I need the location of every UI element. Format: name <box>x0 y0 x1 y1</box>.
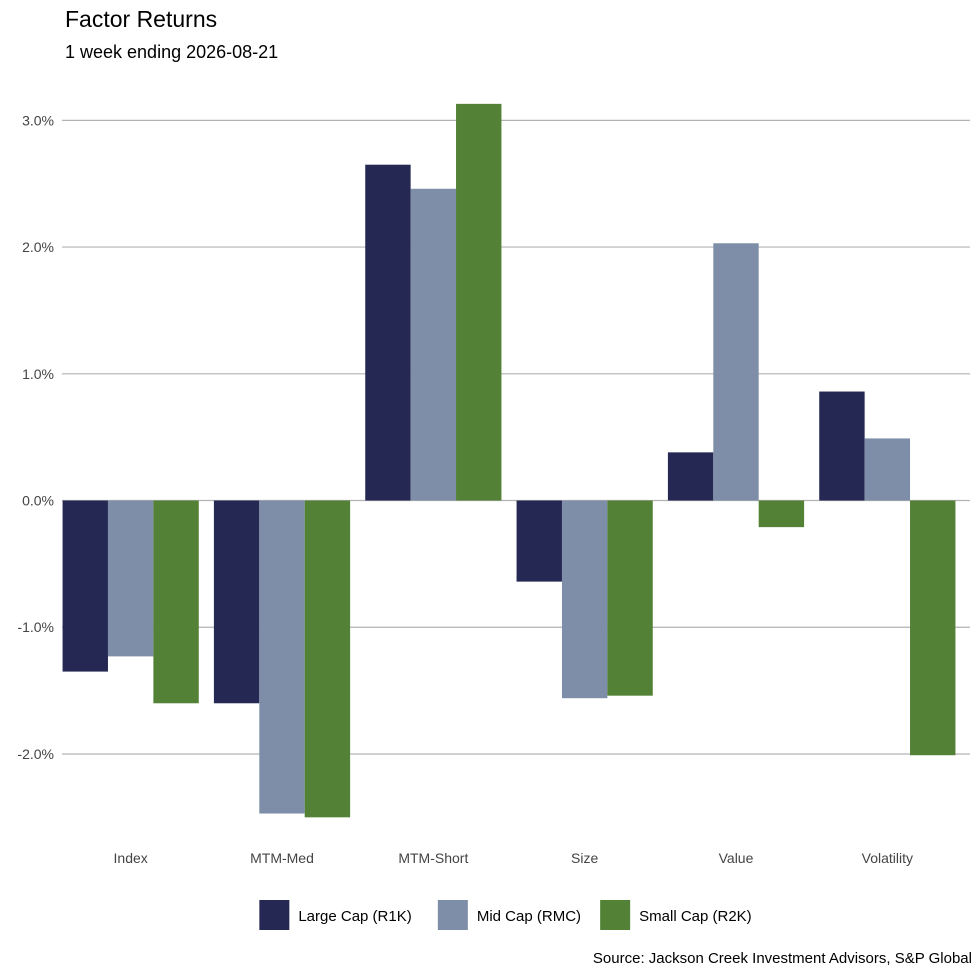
chart-caption: Source: Jackson Creek Investment Advisor… <box>592 950 972 967</box>
bar <box>561 500 608 699</box>
y-tick-label: 1.0% <box>22 366 54 382</box>
bar <box>758 500 805 528</box>
bar <box>410 188 457 501</box>
x-tick-label: Size <box>571 850 598 866</box>
legend-item: Large Cap (R1K) <box>259 900 412 930</box>
chart-title: Factor Returns <box>65 6 218 32</box>
bar <box>713 243 759 501</box>
legend-swatch <box>437 900 468 930</box>
x-tick-label: MTM-Short <box>398 850 468 866</box>
y-tick-label: -2.0% <box>17 746 54 762</box>
bar <box>864 438 911 501</box>
bar <box>62 500 108 672</box>
y-tick-label: 2.0% <box>22 239 54 255</box>
legend-item: Small Cap (R2K) <box>600 900 752 930</box>
bar <box>667 452 714 501</box>
y-tick-label: 0.0% <box>22 493 54 509</box>
legend-swatch <box>600 900 631 930</box>
bar <box>213 500 260 704</box>
gridlines <box>62 119 970 755</box>
x-axis-ticks: Index MTM-Med MTM-Short Size Value Volatility <box>114 850 913 866</box>
bar <box>819 391 865 501</box>
legend-label: Large Cap (R1K) <box>298 908 411 925</box>
bar <box>153 500 199 704</box>
chart-subtitle: 1 week ending 2026-08-21 <box>65 42 279 62</box>
x-tick-label: MTM-Med <box>250 850 314 866</box>
legend-item: Mid Cap (RMC) <box>437 900 581 930</box>
legend-label: Small Cap (R2K) <box>639 908 752 925</box>
y-tick-label: -1.0% <box>17 619 54 635</box>
x-tick-label: Value <box>719 850 754 866</box>
bar <box>910 500 956 756</box>
legend-label: Mid Cap (RMC) <box>477 908 581 925</box>
legend: Large Cap (R1K) Mid Cap (RMC) Small Cap (R… <box>259 900 752 930</box>
y-axis-ticks: -2.0% -1.0% 0.0% 1.0% 2.0% 3.0% <box>17 112 54 762</box>
x-tick-label: Index <box>114 850 148 866</box>
legend-swatch <box>259 900 290 930</box>
bar <box>304 500 351 818</box>
y-tick-label: 3.0% <box>22 112 54 128</box>
bars <box>62 103 956 818</box>
bar <box>516 500 562 582</box>
bar <box>259 500 305 814</box>
bar <box>107 500 154 657</box>
bar <box>607 500 653 696</box>
x-tick-label: Volatility <box>862 850 913 866</box>
bar <box>365 164 411 501</box>
bar <box>456 103 502 501</box>
